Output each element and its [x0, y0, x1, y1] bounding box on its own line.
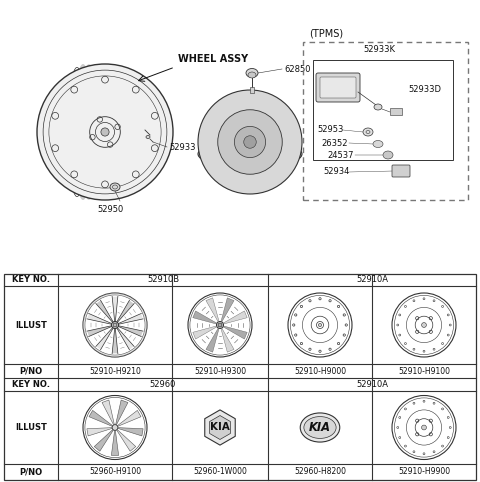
Ellipse shape	[304, 416, 336, 439]
Text: 52933K: 52933K	[363, 45, 395, 54]
Ellipse shape	[79, 64, 99, 200]
Ellipse shape	[90, 64, 110, 200]
Polygon shape	[223, 311, 247, 324]
Polygon shape	[119, 313, 143, 324]
Polygon shape	[221, 328, 234, 352]
Polygon shape	[96, 328, 113, 349]
Ellipse shape	[146, 135, 150, 138]
Text: 26352: 26352	[321, 138, 348, 147]
Polygon shape	[210, 415, 230, 440]
Polygon shape	[116, 400, 128, 425]
Ellipse shape	[318, 323, 322, 327]
Polygon shape	[102, 400, 114, 425]
Ellipse shape	[198, 140, 302, 168]
Polygon shape	[87, 313, 111, 324]
Text: 52933: 52933	[169, 143, 195, 151]
Ellipse shape	[101, 128, 109, 136]
Polygon shape	[119, 326, 143, 336]
Polygon shape	[193, 326, 216, 339]
Text: WHEEL ASSY: WHEEL ASSY	[178, 54, 248, 64]
Ellipse shape	[373, 140, 383, 147]
Bar	[4, 274, 476, 480]
Text: 52953: 52953	[317, 125, 343, 134]
Text: 52960-H8200: 52960-H8200	[294, 468, 346, 477]
Text: 52910-H9900: 52910-H9900	[398, 468, 450, 477]
Text: 52933D: 52933D	[408, 85, 441, 94]
Text: KEY NO.: KEY NO.	[12, 276, 50, 284]
Ellipse shape	[363, 128, 373, 136]
Text: KEY NO.: KEY NO.	[12, 380, 50, 389]
Text: P/NO: P/NO	[19, 366, 43, 375]
Text: 52910A: 52910A	[356, 380, 388, 389]
Text: 52960-1W000: 52960-1W000	[193, 468, 247, 477]
Text: KIA: KIA	[309, 421, 331, 434]
Text: P/NO: P/NO	[19, 468, 43, 477]
Ellipse shape	[218, 323, 222, 327]
Text: 52960: 52960	[150, 380, 176, 389]
Ellipse shape	[110, 183, 120, 191]
Ellipse shape	[246, 68, 258, 78]
Ellipse shape	[216, 321, 224, 329]
Polygon shape	[205, 410, 235, 445]
Ellipse shape	[300, 413, 340, 442]
Polygon shape	[193, 311, 216, 324]
Polygon shape	[87, 428, 112, 436]
Ellipse shape	[37, 64, 173, 200]
Text: KIA: KIA	[210, 423, 230, 432]
FancyBboxPatch shape	[320, 77, 356, 98]
Ellipse shape	[111, 321, 119, 329]
Circle shape	[218, 110, 282, 174]
Polygon shape	[111, 431, 119, 455]
Text: 52910A: 52910A	[356, 276, 388, 284]
Ellipse shape	[248, 72, 256, 78]
Ellipse shape	[421, 322, 426, 327]
Text: 52934: 52934	[323, 168, 349, 176]
Polygon shape	[96, 300, 113, 322]
Ellipse shape	[383, 151, 393, 159]
Polygon shape	[223, 326, 247, 339]
Bar	[250, 87, 254, 93]
Polygon shape	[94, 429, 113, 451]
Polygon shape	[117, 328, 134, 349]
Circle shape	[234, 126, 265, 158]
Polygon shape	[206, 328, 219, 352]
Text: 52910B: 52910B	[147, 276, 179, 284]
Text: ILLUST: ILLUST	[15, 321, 47, 330]
Polygon shape	[83, 293, 147, 357]
Text: 62850: 62850	[284, 65, 311, 73]
FancyBboxPatch shape	[316, 73, 360, 102]
Text: 52950: 52950	[97, 204, 123, 214]
Circle shape	[198, 90, 302, 194]
Text: 52910-H9300: 52910-H9300	[194, 366, 246, 375]
Polygon shape	[112, 296, 118, 321]
Text: 52910-H9000: 52910-H9000	[294, 366, 346, 375]
Text: 52910-H9100: 52910-H9100	[398, 366, 450, 375]
Polygon shape	[117, 300, 134, 322]
Polygon shape	[118, 428, 143, 436]
Polygon shape	[112, 329, 118, 353]
Polygon shape	[117, 429, 136, 451]
Polygon shape	[89, 410, 112, 426]
Text: 52960-H9100: 52960-H9100	[89, 468, 141, 477]
Ellipse shape	[113, 323, 117, 327]
Polygon shape	[118, 410, 141, 426]
Ellipse shape	[421, 425, 426, 430]
Circle shape	[244, 136, 256, 148]
Bar	[313, 60, 453, 160]
Bar	[390, 108, 402, 115]
Polygon shape	[206, 298, 219, 321]
Text: ILLUST: ILLUST	[15, 423, 47, 432]
Ellipse shape	[374, 104, 382, 110]
Polygon shape	[87, 326, 111, 336]
Text: 24537: 24537	[327, 150, 353, 160]
Ellipse shape	[112, 425, 118, 430]
Ellipse shape	[85, 64, 105, 200]
Ellipse shape	[73, 64, 93, 200]
Text: (TPMS): (TPMS)	[309, 28, 343, 38]
Polygon shape	[221, 298, 234, 321]
FancyBboxPatch shape	[392, 165, 410, 177]
Text: 52910-H9210: 52910-H9210	[89, 366, 141, 375]
